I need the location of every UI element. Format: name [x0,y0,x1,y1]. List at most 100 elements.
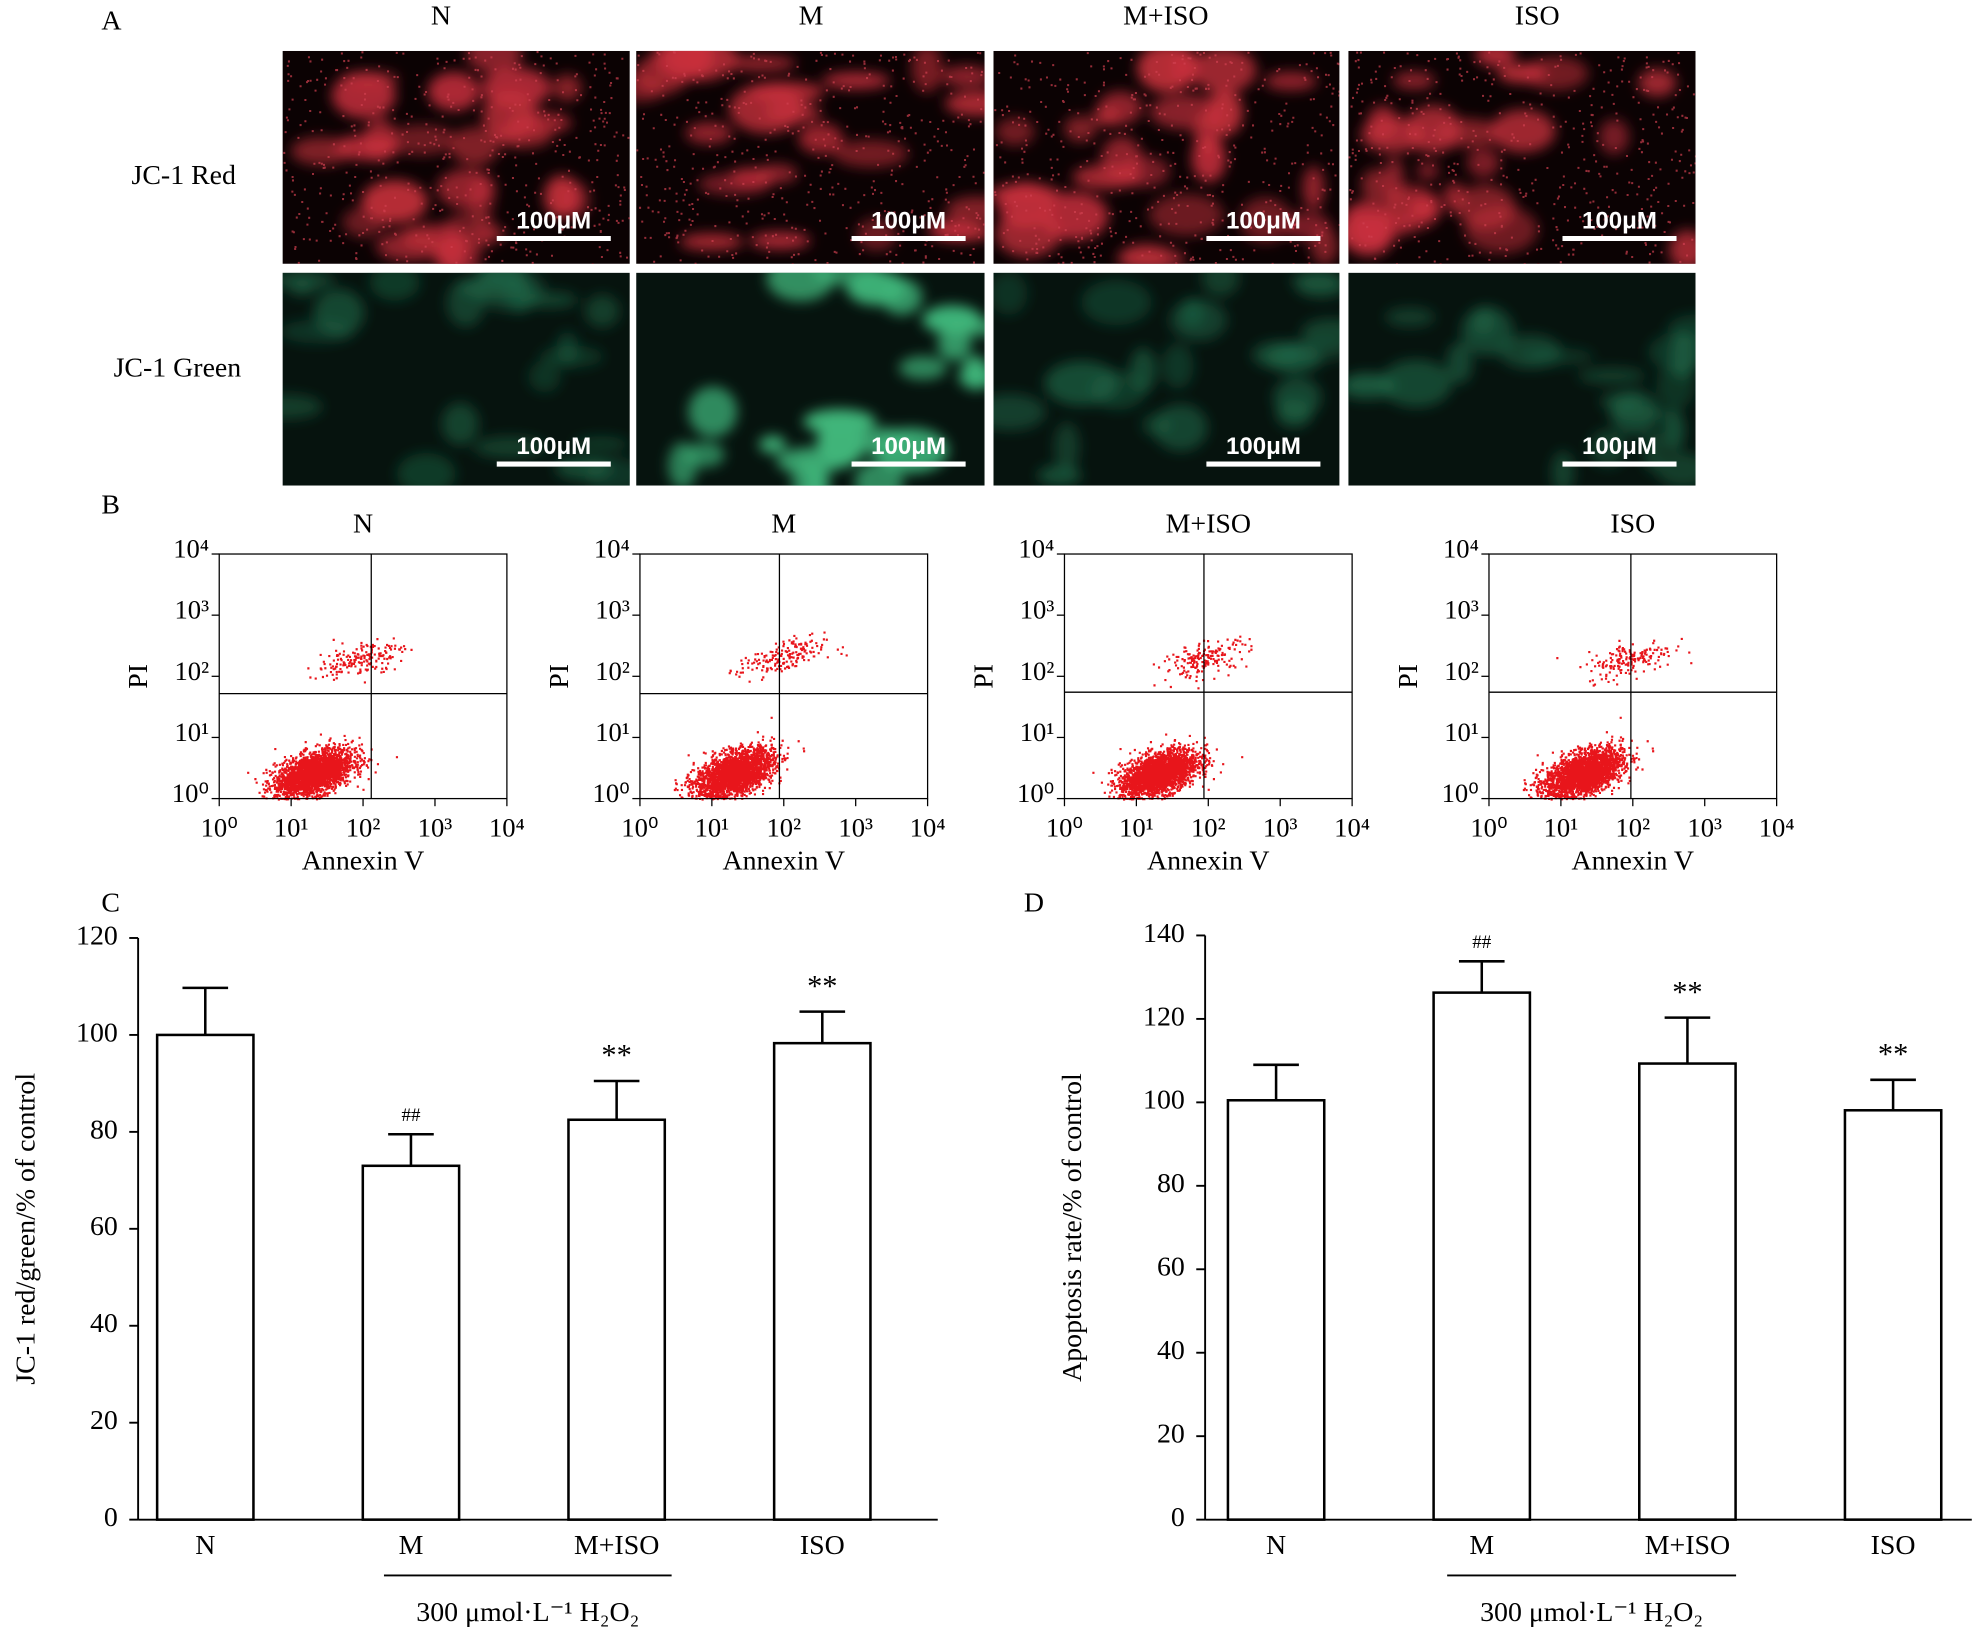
group-label: 300 μmol·L⁻¹ H₂O₂ [1480,1597,1703,1628]
micrograph: 100μM [1348,272,1696,486]
x-tick-label: 10⁰ [1470,812,1507,842]
x-tick-label: N [195,1530,215,1561]
cell [1474,50,1516,67]
cell [941,65,985,87]
bar [155,1033,255,1521]
scale-bar-label: 100μM [871,433,946,460]
y-tick-label: 120 [1143,1001,1185,1032]
cell [396,452,456,486]
cell [543,175,581,219]
cell [369,272,420,301]
x-tick-label: 10¹ [274,812,309,842]
cell [1490,109,1556,153]
x-tick-label: 10¹ [695,812,730,842]
cell [822,72,890,90]
cell [313,289,365,337]
cell [341,71,399,87]
y-tick-label: 60 [1157,1252,1185,1283]
panel-label: D [1024,887,1044,918]
cell [798,123,844,154]
cell [1638,68,1677,97]
cell [458,274,530,299]
cell [528,360,561,393]
plot-title: N [353,509,373,540]
y-tick-label: 10⁰ [1442,778,1479,808]
x-tick-label: ISO [1871,1530,1916,1561]
cell [466,50,523,74]
cell [748,81,825,103]
cell [803,409,876,434]
cell [1148,193,1224,236]
column-title: N [431,0,451,31]
cell [1577,367,1646,385]
cell-texture [282,272,630,486]
cell [763,103,822,123]
significance-label: ## [401,1105,421,1126]
cell [1120,244,1171,264]
scale-bar-label: 100μM [1226,433,1301,460]
y-tick-label: 10¹ [1444,717,1479,747]
cell [1466,147,1500,178]
significance-label: ** [1878,1037,1908,1071]
cell [1273,377,1322,419]
cell [636,54,689,95]
x-tick-label: 10⁴ [1759,812,1795,842]
cell [880,278,923,316]
x-axis-label: Annexin V [302,846,425,877]
cell [679,233,744,251]
micrograph: 100μM [282,272,630,486]
y-tick-label: 10³ [1444,595,1479,625]
y-axis-label: PI [1393,664,1424,689]
cell [473,436,547,459]
cell [685,122,733,145]
cell [1264,71,1318,91]
micrograph: 100μM [993,272,1340,486]
cell [334,134,400,161]
cell [1456,184,1516,230]
x-tick-label: 10⁴ [489,812,525,842]
cell [492,123,553,149]
column-title: ISO [1515,0,1560,31]
cell [1054,422,1080,472]
cell [945,90,985,117]
panel-label: A [101,5,121,36]
cell [1523,56,1589,91]
cell [1384,307,1436,328]
significance-label: ** [1672,975,1702,1009]
y-tick-label: 10³ [595,595,630,625]
y-tick-label: 100 [76,1017,118,1048]
significance-label: ## [1472,932,1492,953]
cell [832,139,909,168]
event-cloud [247,637,413,801]
column-title: M+ISO [1123,0,1208,31]
x-tick-label: N [1266,1530,1286,1561]
cell [1191,50,1257,93]
event-cloud [673,631,848,801]
y-tick-label: 10³ [174,595,209,625]
y-tick-label: 10⁴ [594,534,630,564]
cell [1161,343,1194,389]
cell [937,328,972,361]
cell [427,71,480,111]
cell [1180,297,1205,328]
cell [282,394,323,420]
cell-texture [1348,50,1696,264]
cell-texture [290,50,590,264]
x-tick-label: 10⁰ [1046,812,1083,842]
y-tick-label: 40 [1157,1335,1185,1366]
scale-bar-label: 100μM [516,433,591,460]
y-tick-label: 0 [1171,1502,1185,1533]
cell [1276,339,1340,362]
cell [1656,452,1696,486]
x-tick-label: M+ISO [574,1530,659,1561]
y-tick-label: 0 [104,1502,118,1533]
cell [1446,341,1473,384]
y-tick-label: 80 [1157,1168,1185,1199]
y-tick-label: 10² [1444,656,1479,686]
x-tick-label: 10⁰ [621,812,658,842]
cell [1037,465,1082,486]
cell-texture [993,272,1340,486]
x-axis-label: Annexin V [1147,846,1270,877]
cell [1551,451,1575,486]
x-tick-label: M+ISO [1645,1530,1730,1561]
